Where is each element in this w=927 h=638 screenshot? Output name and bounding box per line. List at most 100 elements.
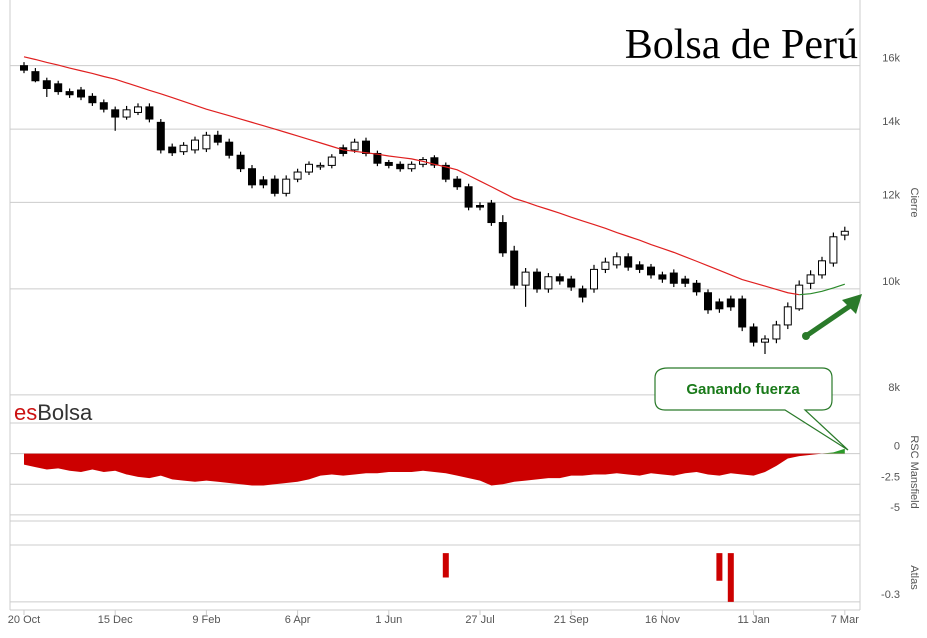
arrow-head <box>842 294 862 314</box>
candle-body <box>384 161 393 166</box>
candle-body <box>282 178 291 194</box>
candle-body <box>305 163 313 173</box>
candle-body <box>373 152 382 164</box>
candle-body <box>42 80 51 89</box>
candle-body <box>601 261 610 270</box>
candle-body <box>362 140 370 154</box>
area <box>24 448 845 486</box>
candle-body <box>225 141 234 156</box>
candle-body <box>350 141 359 151</box>
candle-body <box>441 164 450 180</box>
candle-body <box>20 65 28 71</box>
logo-name: Bolsa <box>37 400 93 425</box>
candle-body <box>156 121 165 151</box>
line <box>799 283 845 296</box>
candle-body <box>77 89 85 98</box>
arrow <box>804 303 852 339</box>
x-tick-label: 27 Jul <box>465 614 494 626</box>
candle-body <box>293 171 302 180</box>
candle-body <box>669 272 678 284</box>
x-tick-label: 7 Mar <box>831 614 859 626</box>
y-tick-label: -0.3 <box>881 589 900 601</box>
chart-title: Bolsa de Perú <box>625 22 858 68</box>
candle-body <box>818 260 826 276</box>
candle-body <box>647 266 655 276</box>
candle-body <box>476 205 484 208</box>
y-tick-label: 8k <box>888 382 900 394</box>
arrow-dot <box>802 332 810 340</box>
candle-body <box>658 274 667 280</box>
candle-body <box>806 274 815 284</box>
candle-body <box>111 109 120 118</box>
y-axis-label: Cierre <box>908 188 920 218</box>
candle-body <box>88 95 97 104</box>
candle-body <box>567 278 576 288</box>
y-axis-label: Atlas <box>908 565 920 590</box>
x-tick-label: 20 Oct <box>8 614 40 626</box>
y-tick-label: 16k <box>882 53 900 65</box>
candle-body <box>624 256 633 268</box>
y-tick-label: 12k <box>882 189 900 201</box>
candle-body <box>179 144 188 153</box>
candle-body <box>544 276 553 290</box>
candle-body <box>795 284 804 310</box>
x-tick-label: 9 Feb <box>192 614 220 626</box>
candle-body <box>704 292 712 311</box>
candle-body <box>122 109 131 118</box>
x-tick-label: 16 Nov <box>645 614 680 626</box>
candle-body <box>145 106 154 120</box>
candle-body <box>31 71 40 82</box>
candle-body <box>464 186 473 208</box>
bar <box>727 553 734 602</box>
candle-body <box>65 91 74 96</box>
candle-body <box>738 298 747 328</box>
candle-body <box>829 236 838 264</box>
candle-body <box>327 156 336 166</box>
candle-body <box>578 288 587 298</box>
line <box>23 56 800 296</box>
candle-body <box>498 222 507 254</box>
candle-body <box>99 102 108 110</box>
bar <box>716 553 723 581</box>
candle-body <box>635 264 644 270</box>
x-tick-label: 21 Sep <box>554 614 589 626</box>
x-tick-label: 15 Dec <box>98 614 133 626</box>
y-tick-label: -2.5 <box>881 471 900 483</box>
candle-body <box>259 179 268 186</box>
candle-body <box>316 164 325 168</box>
candle-body <box>134 106 142 113</box>
candle-body <box>213 134 222 143</box>
bar <box>442 553 449 578</box>
annotation: Ganando fuerza <box>686 381 800 398</box>
x-tick-label: 11 Jan <box>737 614 769 626</box>
candle-body <box>761 338 769 343</box>
y-tick-label: 14k <box>882 116 900 128</box>
candle-body <box>772 324 781 340</box>
candle-body <box>590 268 598 290</box>
candle-body <box>487 202 496 224</box>
candle-body <box>840 230 849 236</box>
y-tick-label: 10k <box>882 276 900 288</box>
y-tick-label: 0 <box>894 441 900 453</box>
candle-body <box>430 157 439 166</box>
candle-body <box>407 163 416 170</box>
x-tick-label: 6 Apr <box>285 614 311 626</box>
candle-body <box>715 301 724 310</box>
candle-body <box>168 146 177 154</box>
candle-body <box>202 134 211 150</box>
candle-body <box>191 139 199 151</box>
candle-body <box>749 326 758 343</box>
logo: esBolsa <box>14 400 93 425</box>
candle-body <box>681 278 690 284</box>
y-axis-label: RSC Mansfield <box>908 435 920 508</box>
candle-body <box>612 256 621 266</box>
candle-body <box>248 168 256 186</box>
candle-body <box>236 154 245 170</box>
candle-body <box>521 271 530 286</box>
candle-body <box>783 306 792 326</box>
logo-prefix: es <box>14 400 37 425</box>
candle-body <box>510 250 519 286</box>
candle-body <box>555 276 564 282</box>
candle-body <box>453 178 462 188</box>
